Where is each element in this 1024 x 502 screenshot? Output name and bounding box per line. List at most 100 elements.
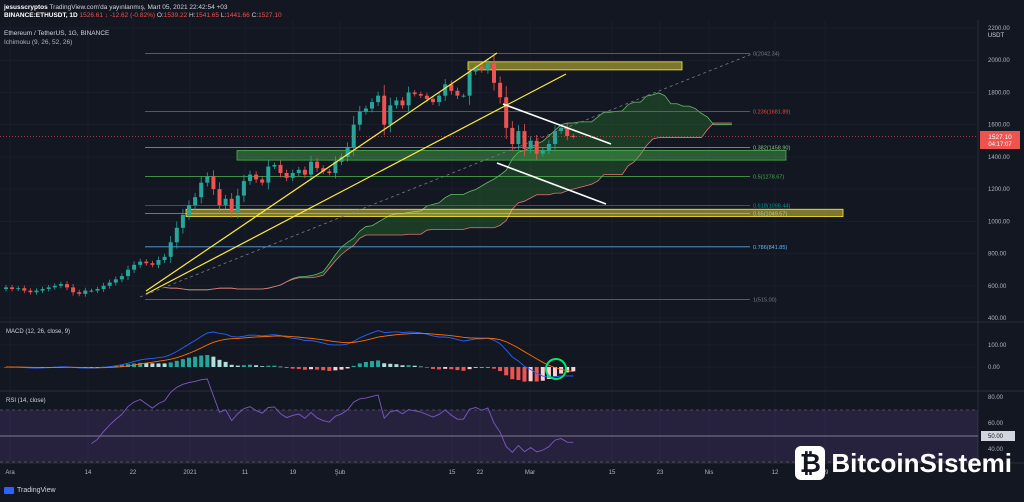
candle [180,214,185,228]
price-tick-label: 1400.00 [988,155,1010,161]
candle [406,92,411,106]
candle [492,63,496,83]
macd-histogram-bar [492,367,496,369]
macd-histogram-bar [370,361,374,367]
macd-histogram-bar [309,367,313,370]
rsi-line [91,378,574,453]
candle [40,289,45,291]
candle [394,100,399,106]
macd-histogram-bar [473,367,478,368]
macd-histogram-bar [540,367,545,381]
macd-histogram-bar [119,365,124,367]
price-tick-label: 400.00 [988,316,1007,322]
time-axis[interactable]: Ara 14 22 2021 11 19 Şub 15 22 Mar 15 23 Nis 12 19 [5,470,829,476]
dashed-trendline [139,53,753,298]
candle [418,94,423,96]
time-tick-label: 22 [477,470,484,476]
macd-histogram-bar [229,364,234,367]
trendline-drawings[interactable] [0,52,978,298]
macd-tick-label: 100.00 [988,343,1007,349]
macd-histogram-bar [205,355,210,367]
candle [296,169,301,173]
candle [376,95,381,103]
time-tick-label: 23 [657,470,664,476]
pair-title[interactable]: Ethereum / TetherUS, 1G, BINANCE [4,30,110,37]
macd-histogram-bar [150,363,155,367]
channel-upper-trendline [145,52,498,292]
fibonacci-retracement[interactable]: 0(2042.34) 0.236(1681.89) 0.382(1458.90) 0.… [145,51,790,303]
watermark: ₿ BitcoinSistemi [795,446,1012,480]
candle [22,288,27,291]
signal-line [5,332,574,373]
candle [199,182,204,198]
ichimoku-legend[interactable]: Ichimoku (9, 26, 52, 26) [4,39,73,46]
macd-histogram-bar [382,363,387,367]
candle [339,156,344,162]
candle [168,242,173,257]
candle [229,198,234,212]
candle [546,144,551,151]
macd-histogram-bar [455,367,460,371]
fib-label-0: 0(2042.34) [753,51,780,57]
currency-label: USDT [988,33,1005,39]
macd-histogram-bar [156,363,161,367]
rsi-tick-label: 40.00 [988,447,1004,453]
watermark-text: BitcoinSistemi [831,447,1012,478]
macd-histogram-bar [315,367,320,370]
candle [101,285,106,289]
macd-histogram-bar [510,367,515,380]
macd-histogram-bar [546,367,551,379]
macd-histogram-bar [376,360,381,367]
price-zones[interactable] [185,61,844,217]
candle [4,287,8,289]
macd-histogram-bar [193,356,198,367]
symbol-label[interactable]: BINANCE:ETHUSDT, 1D [4,12,78,19]
macd-histogram-bar [272,365,277,367]
time-tick-label: 12 [772,470,779,476]
candle [217,189,222,206]
macd-histogram-bar [424,367,429,368]
candle [193,197,198,206]
price-axis[interactable]: 2200.00 2000.00 1800.00 1600.00 1400.00 1200.… [988,26,1010,322]
candle [516,131,521,144]
macd-histogram-bar [565,367,570,373]
rsi-value-badge [981,431,1015,441]
macd-histogram-bar [498,367,503,372]
tradingview-logo[interactable]: TradingView [4,487,56,494]
candle [424,95,429,99]
candle [205,176,210,183]
author-name[interactable]: jesusscryptos [4,4,48,11]
macd-histogram-bar [168,362,173,367]
candle [565,127,570,136]
macd-histogram-bar [235,365,240,367]
macd-histogram-bar [559,367,564,374]
candle [400,100,405,106]
candle [333,161,338,173]
candle [223,198,228,206]
macd-label: MACD (12, 26, close, 9) [6,329,70,335]
candle [266,166,271,183]
candle [71,287,76,293]
macd-histogram-bar [180,359,185,367]
macd-histogram-bar [406,365,411,367]
macd-histogram-bar [321,367,326,371]
fib-label-0.618: 0.618(1098.44) [753,203,790,209]
rsi-tick-label: 80.00 [988,395,1004,401]
resistance-zone [467,61,683,71]
candle [144,261,149,264]
candle [431,98,435,103]
macd-histogram-bar [162,363,167,367]
macd-histogram-bar [290,367,295,369]
macd-histogram-bar [571,367,576,372]
macd-histogram-bar [278,366,283,368]
macd-histogram-bar [345,367,350,369]
candle [28,290,33,293]
candle [174,227,179,243]
candle [272,164,277,167]
candle [150,263,155,265]
rsi-label: RSI (14, close) [6,398,46,404]
macd-histogram-bar [144,362,149,367]
candle [89,290,94,292]
macd-histogram-bar [437,367,442,370]
